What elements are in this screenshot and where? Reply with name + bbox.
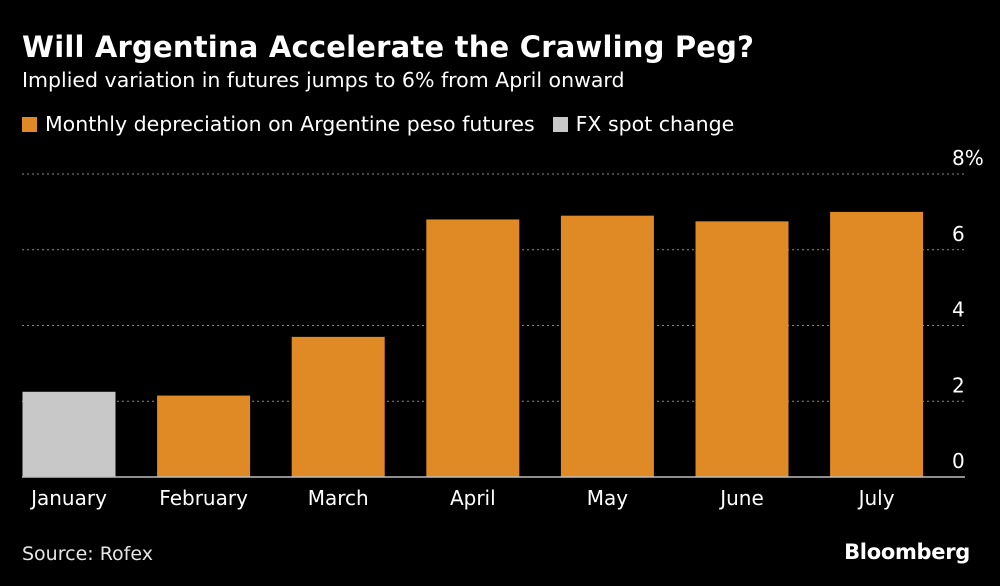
y-tick-label: 8% xyxy=(952,146,984,170)
legend-label-futures: Monthly depreciation on Argentine peso f… xyxy=(45,112,535,136)
x-tick-label: February xyxy=(159,486,248,510)
x-tick-label: July xyxy=(857,486,895,510)
x-tick-label: January xyxy=(29,486,107,510)
legend-item-futures: Monthly depreciation on Argentine peso f… xyxy=(22,112,535,136)
x-tick-label: June xyxy=(718,486,764,510)
bar-february xyxy=(157,395,251,477)
x-tick-label: March xyxy=(308,486,369,510)
chart-title: Will Argentina Accelerate the Crawling P… xyxy=(22,30,755,64)
y-tick-label: 4 xyxy=(952,298,965,322)
brand-logo: Bloomberg xyxy=(844,540,970,564)
y-tick-label: 6 xyxy=(952,222,965,246)
y-tick-label: 2 xyxy=(952,373,965,397)
bar-july xyxy=(830,211,924,477)
x-tick-label: May xyxy=(587,486,629,510)
x-tick-label: April xyxy=(450,486,496,510)
bar-march xyxy=(291,336,385,477)
chart-subtitle: Implied variation in futures jumps to 6%… xyxy=(22,68,625,92)
bar-may xyxy=(560,215,654,477)
legend-label-spot: FX spot change xyxy=(575,112,735,136)
legend: Monthly depreciation on Argentine peso f… xyxy=(22,112,752,136)
bar-june xyxy=(695,221,789,477)
bar-january xyxy=(22,391,116,477)
legend-swatch-futures xyxy=(22,116,37,132)
bar-april xyxy=(426,219,520,477)
legend-item-spot: FX spot change xyxy=(552,112,735,136)
source-note: Source: Rofex xyxy=(22,543,153,565)
legend-swatch-spot xyxy=(552,116,568,132)
y-tick-label: 0 xyxy=(952,449,965,473)
